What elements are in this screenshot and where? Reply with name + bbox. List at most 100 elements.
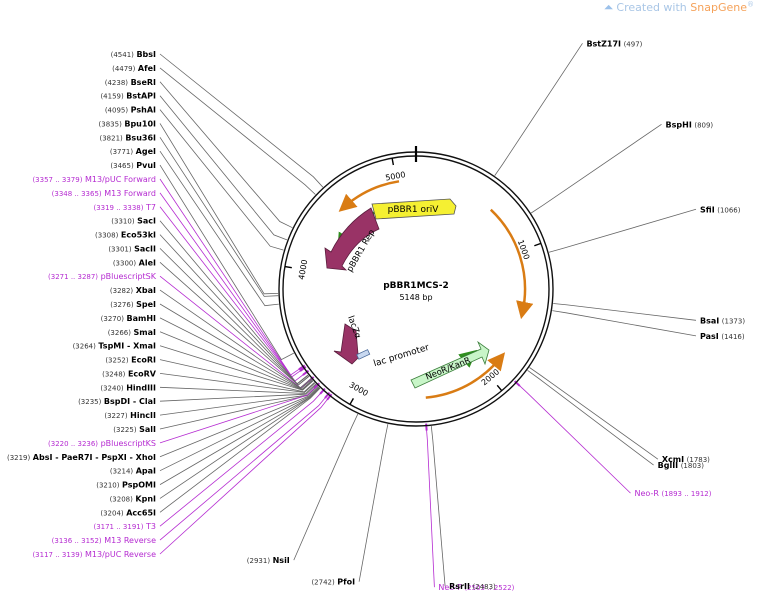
primer-leader — [159, 192, 304, 378]
enzyme-bseri[interactable]: (4238) BseRI — [105, 78, 156, 87]
primer-site-mark — [513, 380, 521, 387]
primer-neo-r[interactable]: Neo-R (1893 .. 1912) — [635, 489, 712, 498]
site-name: BstZ17I — [586, 39, 621, 48]
plasmid-size: 5148 bp — [399, 293, 432, 302]
enzyme-pfoi[interactable]: (2742) PfoI — [311, 578, 355, 587]
enzyme-eco53ki[interactable]: (3308) Eco53kI — [95, 231, 156, 240]
site-position: (3771) — [110, 148, 134, 156]
tick-label: 3000 — [348, 380, 370, 398]
enzyme-bsai[interactable]: BsaI (1373) — [700, 316, 745, 325]
primer-neo-f[interactable]: Neo-F (2503 .. 2522) — [438, 583, 514, 592]
enzyme-absi-paer7i-pspxi-xhoi[interactable]: (3219) AbsI - PaeR7I - PspXI - XhoI — [7, 453, 156, 462]
enzyme-bspdi-clai[interactable]: (3235) BspDI - ClaI — [78, 397, 156, 406]
enzyme-afei[interactable]: (4479) AfeI — [112, 64, 156, 73]
enzyme-bglii[interactable]: BglII (1803) — [658, 461, 705, 470]
enzyme-hincii[interactable]: (3227) HincII — [104, 411, 156, 420]
site-name: BglII — [658, 461, 679, 470]
tick-mark — [496, 384, 503, 392]
enzyme-bbsi[interactable]: (4541) BbsI — [111, 50, 156, 59]
tick-mark — [349, 398, 355, 405]
site-name: HindIII — [126, 383, 156, 392]
enzyme-kpni[interactable]: (3208) KpnI — [110, 494, 156, 503]
enzyme-apai[interactable]: (3214) ApaI — [110, 467, 156, 476]
site-position: (3220 .. 3236) — [48, 440, 98, 448]
enzyme-xcmi[interactable]: XcmI (1783) — [662, 455, 710, 464]
site-name: M13 Forward — [104, 189, 156, 198]
primer-leader — [159, 178, 303, 376]
site-position: (4095) — [105, 107, 129, 115]
snapgene-logo-icon: ⏶ — [603, 0, 614, 14]
primer-m13-puc-reverse[interactable]: (3117 .. 3139) M13/pUC Reverse — [32, 550, 156, 559]
site-name: Bpu10I — [124, 119, 156, 128]
enzyme-tspmi-xmai[interactable]: (3264) TspMI - XmaI — [73, 342, 156, 351]
enzyme-hindiii[interactable]: (3240) HindIII — [100, 383, 156, 392]
enzyme-leader — [159, 385, 318, 430]
enzyme-pspomi[interactable]: (3210) PspOMI — [96, 481, 156, 490]
site-leaders — [159, 43, 697, 588]
enzyme-spei[interactable]: (3276) SpeI — [110, 300, 156, 309]
site-name: Eco53kI — [121, 231, 156, 240]
site-position: (4238) — [105, 79, 129, 87]
site-name: KpnI — [135, 494, 156, 503]
site-name: PshAI — [131, 106, 156, 115]
site-name: pBluescriptSK — [101, 272, 157, 281]
enzyme-leader — [159, 359, 315, 393]
enzyme-ecori[interactable]: (3252) EcoRI — [105, 356, 156, 365]
enzyme-leader — [430, 426, 446, 587]
enzyme-xbai[interactable]: (3282) XbaI — [110, 286, 156, 295]
enzyme-bpu10i[interactable]: (3835) Bpu10I — [99, 119, 156, 128]
enzyme-bamhi[interactable]: (3270) BamHI — [101, 314, 156, 323]
enzyme-saci[interactable]: (3310) SacI — [111, 217, 156, 226]
site-position: (1066) — [717, 206, 741, 214]
enzyme-nsii[interactable]: (2931) NsiI — [247, 556, 290, 565]
enzyme-leader — [159, 331, 314, 391]
enzyme-pasi[interactable]: PasI (1416) — [700, 332, 745, 341]
enzyme-agei[interactable]: (3771) AgeI — [110, 147, 156, 156]
primer-pbluescriptsk[interactable]: (3271 .. 3287) pBluescriptSK — [48, 272, 157, 281]
primer-site-mark — [326, 393, 333, 401]
site-name: SfiI — [700, 205, 715, 214]
primer-t3[interactable]: (3171 .. 3191) T3 — [93, 522, 156, 531]
site-name: SalI — [139, 425, 156, 434]
enzyme-ecorv[interactable]: (3248) EcoRV — [102, 369, 157, 378]
watermark: ⏶ Created with SnapGene® — [603, 0, 754, 14]
enzyme-bstz17i[interactable]: BstZ17I (497) — [586, 39, 642, 48]
enzyme-smai[interactable]: (3266) SmaI — [108, 328, 156, 337]
primer-t7[interactable]: (3319 .. 3338) T7 — [93, 203, 156, 212]
enzyme-sfii[interactable]: SfiI (1066) — [700, 205, 741, 214]
primer-m13-forward[interactable]: (3348 .. 3365) M13 Forward — [52, 189, 156, 198]
tick-mark — [284, 265, 292, 269]
enzyme-alei[interactable]: (3300) AleI — [113, 258, 156, 267]
oriv-label: pBBR1 oriV — [388, 205, 440, 215]
enzyme-bsphi[interactable]: BspHI (809) — [666, 120, 714, 129]
enzyme-leader — [159, 123, 279, 295]
enzyme-bsu36i[interactable]: (3821) Bsu36I — [100, 133, 157, 142]
enzyme-leader — [159, 95, 288, 241]
site-name: ApaI — [136, 467, 156, 476]
enzyme-sacii[interactable]: (3301) SacII — [108, 244, 156, 253]
enzyme-pvui[interactable]: (3465) PvuI — [110, 161, 156, 170]
site-position: (3214) — [110, 468, 134, 476]
site-position: (3240) — [100, 384, 124, 392]
site-position: (3266) — [108, 329, 132, 337]
primer-pbluescriptks[interactable]: (3220 .. 3236) pBluescriptKS — [48, 439, 156, 448]
enzyme-leader — [159, 345, 314, 391]
primer-m13-puc-forward[interactable]: (3357 .. 3379) M13/pUC Forward — [32, 175, 156, 184]
site-name: PfoI — [337, 578, 355, 587]
enzyme-rsrii[interactable]: RsrII (2483) — [449, 582, 496, 591]
primer-leader — [159, 385, 318, 444]
site-position: (3264) — [73, 343, 97, 351]
lac-promoter-label: lac promoter — [372, 343, 430, 369]
enzyme-pshai[interactable]: (4095) PshAI — [105, 106, 156, 115]
site-position: (4479) — [112, 65, 136, 73]
primer-site-mark — [298, 364, 306, 371]
enzyme-leader — [527, 369, 654, 466]
enzyme-bstapi[interactable]: (4159) BstAPI — [100, 92, 156, 101]
primer-m13-reverse[interactable]: (3136 .. 3152) M13 Reverse — [52, 536, 156, 545]
enzyme-acc65i[interactable]: (3204) Acc65I — [100, 508, 156, 517]
site-position: (3271 .. 3287) — [48, 273, 98, 281]
enzyme-sali[interactable]: (3225) SalI — [113, 425, 156, 434]
oriv-feature — [371, 198, 457, 220]
enzyme-leader — [293, 413, 359, 561]
